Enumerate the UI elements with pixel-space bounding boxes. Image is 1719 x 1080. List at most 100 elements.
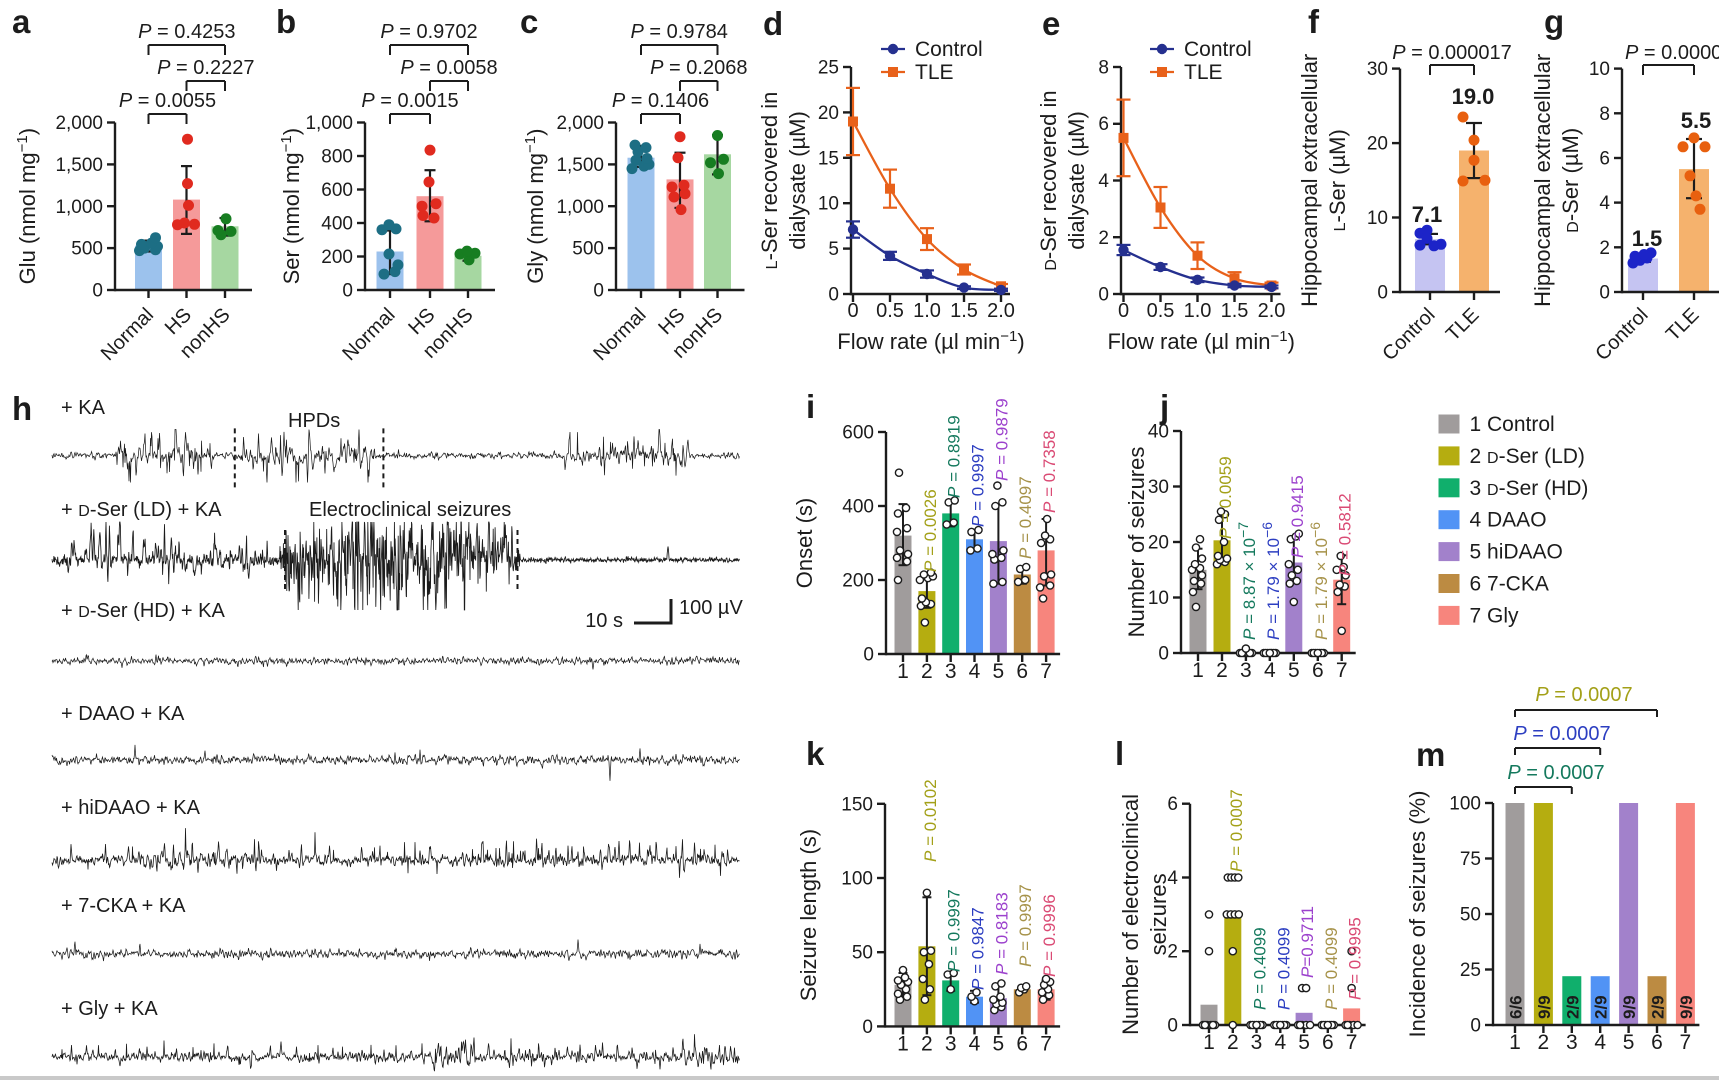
svg-text:7: 7 — [1346, 1031, 1358, 1054]
svg-text:7: 7 — [1040, 1032, 1052, 1055]
svg-text:P = 0.0007: P = 0.0007 — [1535, 684, 1632, 706]
svg-text:9/9: 9/9 — [1620, 995, 1639, 1019]
svg-text:1,000: 1,000 — [305, 113, 353, 134]
svg-text:0: 0 — [847, 300, 858, 322]
svg-text:Hippocampal extracellular: Hippocampal extracellular — [1530, 54, 1555, 307]
svg-text:4: 4 — [1594, 1031, 1606, 1054]
svg-text:5: 5 — [993, 1032, 1005, 1055]
svg-text:2: 2 — [1167, 942, 1178, 963]
svg-text:1,500: 1,500 — [556, 155, 604, 176]
svg-text:4: 4 — [1599, 193, 1610, 214]
svg-text:2,000: 2,000 — [55, 113, 103, 134]
svg-text:c: c — [520, 3, 538, 40]
svg-text:P = 0.5812: P = 0.5812 — [1336, 493, 1355, 576]
svg-text:P = 0.9996: P = 0.9996 — [1040, 894, 1059, 977]
svg-text:8: 8 — [1599, 104, 1610, 125]
svg-text:6: 6 — [1322, 1031, 1334, 1054]
svg-text:2: 2 — [921, 660, 933, 683]
svg-text:0: 0 — [1470, 1016, 1481, 1037]
svg-text:6: 6 — [1312, 659, 1324, 682]
svg-text:75: 75 — [1460, 849, 1481, 870]
svg-text:P = 0.7358: P = 0.7358 — [1040, 430, 1059, 513]
svg-text:10: 10 — [818, 194, 839, 215]
svg-text:5 hiDAAO: 5 hiDAAO — [1470, 541, 1563, 564]
svg-text:P = 0.9997: P = 0.9997 — [1016, 884, 1035, 967]
svg-text:0: 0 — [1118, 300, 1129, 322]
svg-text:P = 0.0026: P = 0.0026 — [921, 489, 940, 572]
svg-text:P = 0.9702: P = 0.9702 — [380, 21, 477, 43]
svg-text:3: 3 — [945, 1032, 957, 1055]
svg-text:Number of electroclinical: Number of electroclinical — [1118, 794, 1143, 1035]
svg-text:P = 0.9415: P = 0.9415 — [1288, 475, 1307, 558]
svg-text:1.0: 1.0 — [913, 300, 941, 322]
svg-text:2: 2 — [1216, 659, 1228, 682]
svg-text:1,000: 1,000 — [55, 197, 103, 218]
svg-text:2,000: 2,000 — [556, 113, 604, 134]
svg-text:500: 500 — [572, 239, 604, 260]
svg-text:Number of seizures: Number of seizures — [1124, 447, 1149, 638]
svg-text:dialysate (µM): dialysate (µM) — [785, 111, 810, 250]
svg-text:7: 7 — [1336, 659, 1348, 682]
svg-text:P = 0.8919: P = 0.8919 — [945, 415, 964, 498]
svg-text:+ D-Ser (HD) + KA: + D-Ser (HD) + KA — [61, 600, 225, 622]
svg-text:P = 0.8183: P = 0.8183 — [992, 892, 1011, 975]
svg-text:1: 1 — [1203, 1031, 1215, 1054]
svg-text:P = 0.4253: P = 0.4253 — [138, 21, 235, 43]
svg-text:1: 1 — [1192, 659, 1204, 682]
svg-text:30: 30 — [1367, 59, 1388, 80]
svg-text:0: 0 — [1377, 283, 1388, 304]
svg-text:2: 2 — [1599, 238, 1610, 259]
svg-text:e: e — [1042, 5, 1060, 42]
svg-text:2: 2 — [1098, 228, 1109, 249]
svg-text:1.5: 1.5 — [1221, 300, 1249, 322]
svg-text:100 µV: 100 µV — [679, 597, 743, 619]
svg-text:0: 0 — [1599, 283, 1610, 304]
svg-text:P = 0.9997: P = 0.9997 — [969, 444, 988, 527]
svg-text:P = 0.9997: P = 0.9997 — [945, 889, 964, 972]
svg-text:50: 50 — [852, 943, 873, 964]
svg-text:6: 6 — [1651, 1031, 1663, 1054]
svg-text:P = 0.2068: P = 0.2068 — [650, 57, 747, 79]
svg-text:0: 0 — [593, 281, 604, 302]
svg-text:P = 0.000024: P = 0.000024 — [1625, 42, 1719, 64]
svg-text:b: b — [276, 3, 296, 40]
svg-text:2 D-Ser (LD): 2 D-Ser (LD) — [1470, 445, 1585, 468]
svg-text:4: 4 — [1167, 868, 1178, 889]
svg-text:+ D-Ser (LD) + KA: + D-Ser (LD) + KA — [61, 499, 222, 521]
svg-text:19.0: 19.0 — [1452, 84, 1495, 109]
svg-text:2.0: 2.0 — [987, 300, 1015, 322]
svg-text:4: 4 — [1264, 659, 1276, 682]
svg-text:Control: Control — [1184, 38, 1252, 61]
svg-text:1: 1 — [1509, 1031, 1521, 1054]
svg-text:5: 5 — [993, 660, 1005, 683]
svg-text:3: 3 — [945, 660, 957, 683]
svg-text:0: 0 — [1158, 644, 1169, 665]
svg-text:dialysate (µM): dialysate (µM) — [1064, 111, 1089, 250]
svg-text:25: 25 — [1460, 960, 1481, 981]
svg-text:2/9: 2/9 — [1649, 995, 1668, 1019]
svg-text:6: 6 — [1016, 1032, 1028, 1055]
svg-text:0.5: 0.5 — [1147, 300, 1175, 322]
svg-text:2.0: 2.0 — [1258, 300, 1286, 322]
svg-text:3: 3 — [1240, 659, 1252, 682]
svg-text:0: 0 — [92, 281, 103, 302]
svg-text:2/9: 2/9 — [1563, 995, 1582, 1019]
svg-text:+ hiDAAO + KA: + hiDAAO + KA — [61, 797, 201, 819]
svg-text:200: 200 — [321, 247, 353, 268]
svg-text:P = 0.4099: P = 0.4099 — [1322, 927, 1341, 1010]
svg-text:Electroclinical seizures: Electroclinical seizures — [309, 499, 511, 521]
svg-text:Ser (nmol mg−1): Ser (nmol mg−1) — [278, 128, 304, 284]
svg-text:2: 2 — [1227, 1031, 1239, 1054]
svg-text:h: h — [12, 390, 32, 427]
svg-text:0: 0 — [828, 285, 839, 306]
svg-text:P=0.9711: P=0.9711 — [1298, 906, 1317, 978]
svg-text:5.5: 5.5 — [1681, 108, 1712, 133]
svg-text:P = 0.9784: P = 0.9784 — [631, 21, 728, 43]
svg-text:P = 0.0058: P = 0.0058 — [400, 57, 497, 79]
svg-text:P = 0.0015: P = 0.0015 — [361, 90, 458, 112]
svg-text:Flow rate (µl min−1): Flow rate (µl min−1) — [837, 328, 1024, 354]
svg-text:HPDs: HPDs — [288, 410, 340, 432]
svg-text:6: 6 — [1599, 149, 1610, 170]
svg-text:P = 0.9879: P = 0.9879 — [992, 398, 1011, 481]
svg-text:P = 0.4099: P = 0.4099 — [1274, 927, 1293, 1010]
